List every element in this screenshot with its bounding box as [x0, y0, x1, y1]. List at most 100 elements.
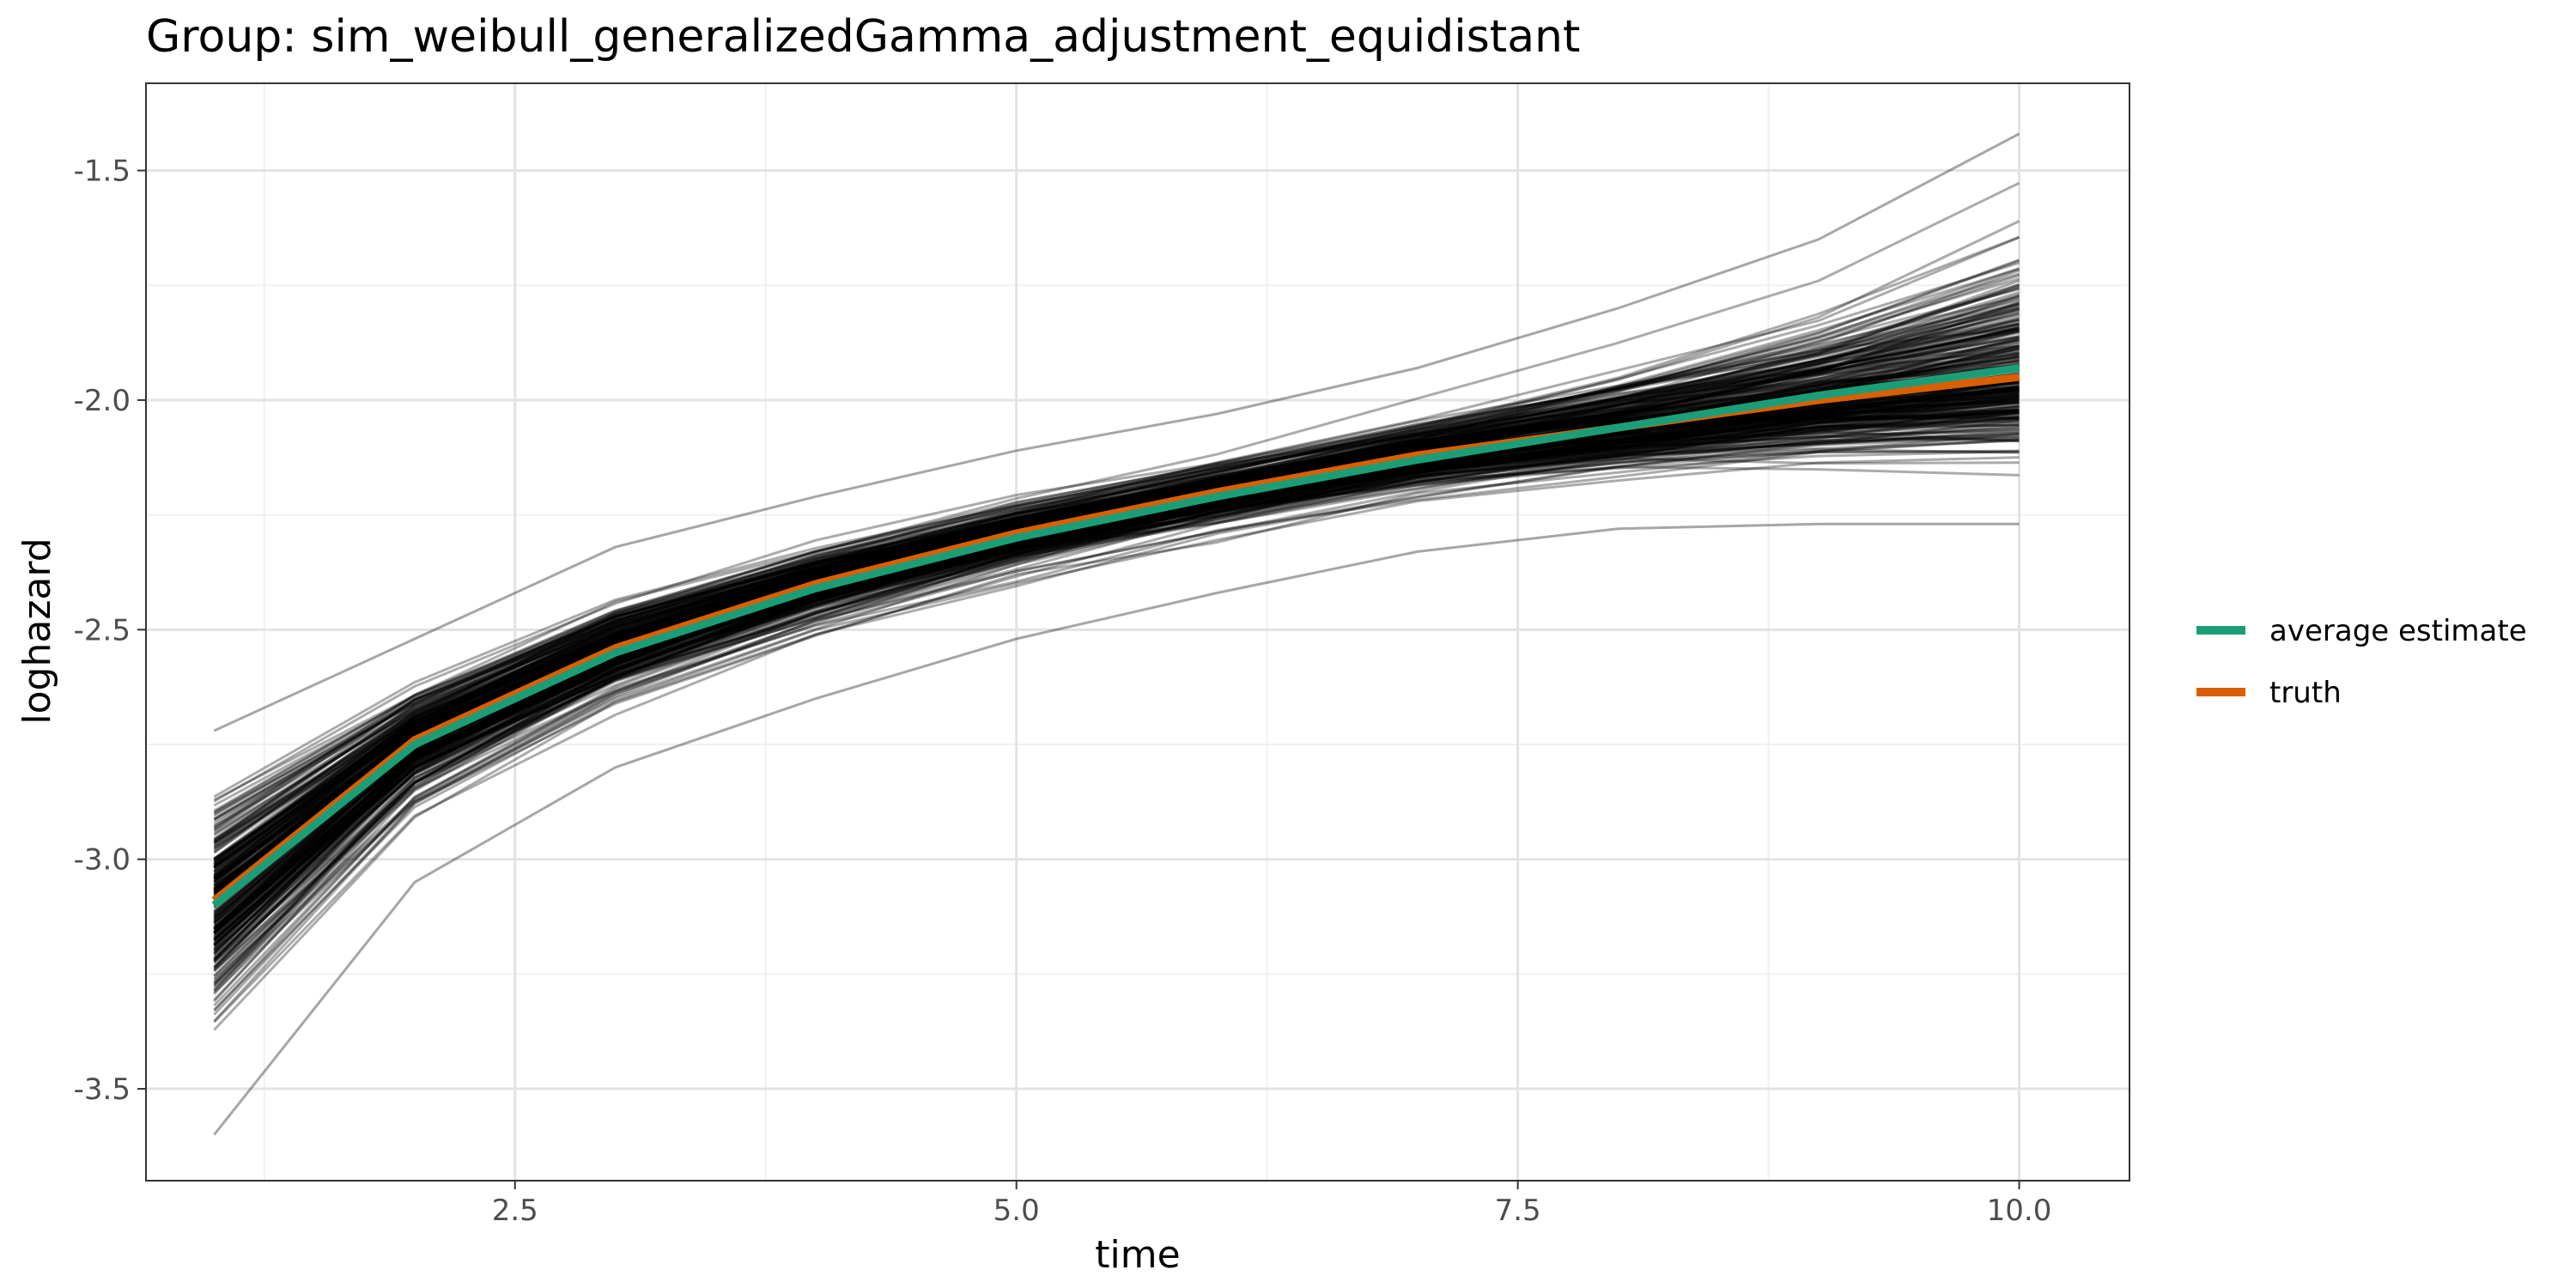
simulation-line — [213, 410, 2020, 935]
simulation-line — [213, 352, 2020, 799]
simulation-line — [213, 402, 2020, 959]
simulation-line — [213, 322, 2020, 843]
simulation-line — [213, 428, 2020, 932]
simulation-line — [213, 181, 2020, 879]
simulation-line — [213, 419, 2020, 920]
y-axis-title: loghazard — [15, 538, 59, 724]
x-tick-label: 5.0 — [993, 1194, 1040, 1228]
simulation-line — [213, 328, 2020, 963]
simulation-line — [213, 337, 2020, 854]
simulation-line — [213, 409, 2020, 957]
simulation-line — [213, 356, 2020, 873]
simulation-line — [213, 397, 2020, 1031]
simulation-line — [213, 309, 2020, 890]
simulation-line — [213, 394, 2020, 821]
simulation-line — [213, 390, 2020, 941]
simulation-line — [213, 397, 2020, 836]
simulation-line — [213, 418, 2020, 945]
simulation-line — [213, 434, 2020, 918]
simulation-line — [213, 331, 2020, 878]
simulation-line — [213, 439, 2020, 849]
simulation-line — [213, 325, 2020, 889]
simulation-line — [213, 392, 2020, 963]
simulation-line — [213, 344, 2020, 895]
simulation-line — [213, 408, 2020, 986]
simulation-line — [213, 132, 2020, 732]
legend-label-truth: truth — [2269, 676, 2342, 710]
simulation-line — [213, 416, 2020, 829]
y-tick-label: -3.0 — [74, 843, 131, 878]
simulation-line — [213, 322, 2020, 830]
simulation-line — [213, 417, 2020, 989]
simulation-line — [213, 392, 2020, 1012]
chart-title: Group: sim_weibull_generalizedGamma_adju… — [146, 11, 1580, 63]
simulation-line — [213, 449, 2020, 980]
simulation-line — [213, 293, 2020, 842]
simulation-line — [213, 327, 2020, 1007]
simulation-line — [213, 360, 2020, 821]
simulation-line — [213, 411, 2020, 844]
simulation-line — [213, 398, 2020, 862]
simulation-line — [213, 283, 2020, 843]
simulation-line — [213, 392, 2020, 1016]
simulation-line — [213, 277, 2020, 945]
simulation-line — [213, 325, 2020, 899]
simulation-line — [213, 337, 2020, 868]
simulation-line — [213, 317, 2020, 938]
simulation-line — [213, 423, 2020, 890]
x-axis-title: time — [1095, 1233, 1180, 1277]
simulation-line — [213, 267, 2020, 892]
simulation-line — [213, 301, 2020, 866]
simulation-line — [213, 373, 2020, 845]
simulation-line — [213, 387, 2020, 869]
simulation-line — [213, 318, 2020, 936]
simulation-line — [213, 398, 2020, 841]
simulation-line — [213, 303, 2020, 892]
simulation-line — [213, 368, 2020, 876]
simulation-line — [213, 338, 2020, 880]
simulation-line — [213, 379, 2020, 972]
simulation-line — [213, 330, 2020, 814]
simulation-line — [213, 522, 2020, 1136]
simulation-line — [213, 307, 2020, 955]
simulation-line — [213, 416, 2020, 830]
simulation-line — [213, 376, 2020, 953]
simulation-line — [213, 312, 2020, 935]
simulation-line — [213, 388, 2020, 940]
simulation-line — [213, 327, 2020, 803]
simulation-line — [213, 326, 2020, 854]
simulation-line — [213, 355, 2020, 850]
simulation-line — [213, 322, 2020, 867]
simulation-line — [213, 416, 2020, 984]
simulation-line — [213, 386, 2020, 920]
simulation-line — [213, 269, 2020, 896]
simulation-line — [213, 388, 2020, 835]
simulation-line — [213, 416, 2020, 807]
simulation-line — [213, 387, 2020, 959]
simulation-line — [213, 322, 2020, 883]
simulation-line — [213, 418, 2020, 905]
simulation-line — [213, 235, 2020, 921]
simulation-line — [213, 379, 2020, 969]
simulation-line — [213, 355, 2020, 880]
simulation-line — [213, 410, 2020, 939]
simulation-line — [213, 378, 2020, 860]
simulation-line — [213, 408, 2020, 930]
simulation-line — [213, 374, 2020, 863]
simulation-line — [213, 385, 2020, 952]
simulation-line — [213, 375, 2020, 957]
simulation-line — [213, 402, 2020, 940]
simulation-line — [213, 359, 2020, 866]
simulation-line — [213, 354, 2020, 902]
y-tick-label: -1.5 — [74, 155, 131, 189]
simulation-line — [213, 436, 2020, 906]
simulation-line — [213, 438, 2020, 961]
simulation-line — [213, 377, 2020, 861]
simulation-line — [213, 456, 2020, 1012]
y-tick-label: -2.5 — [74, 613, 131, 647]
simulation-line — [213, 450, 2020, 879]
simulation-line — [213, 287, 2020, 877]
simulation-line — [213, 319, 2020, 883]
simulation-line — [213, 220, 2020, 969]
